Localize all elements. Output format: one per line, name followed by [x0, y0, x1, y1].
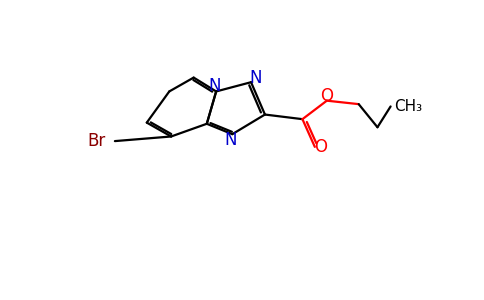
Text: Br: Br: [87, 132, 106, 150]
Text: N: N: [249, 69, 262, 87]
Text: N: N: [224, 131, 237, 149]
Text: O: O: [320, 87, 333, 105]
Text: CH₃: CH₃: [394, 99, 423, 114]
Text: O: O: [314, 138, 327, 156]
Text: N: N: [208, 77, 221, 95]
